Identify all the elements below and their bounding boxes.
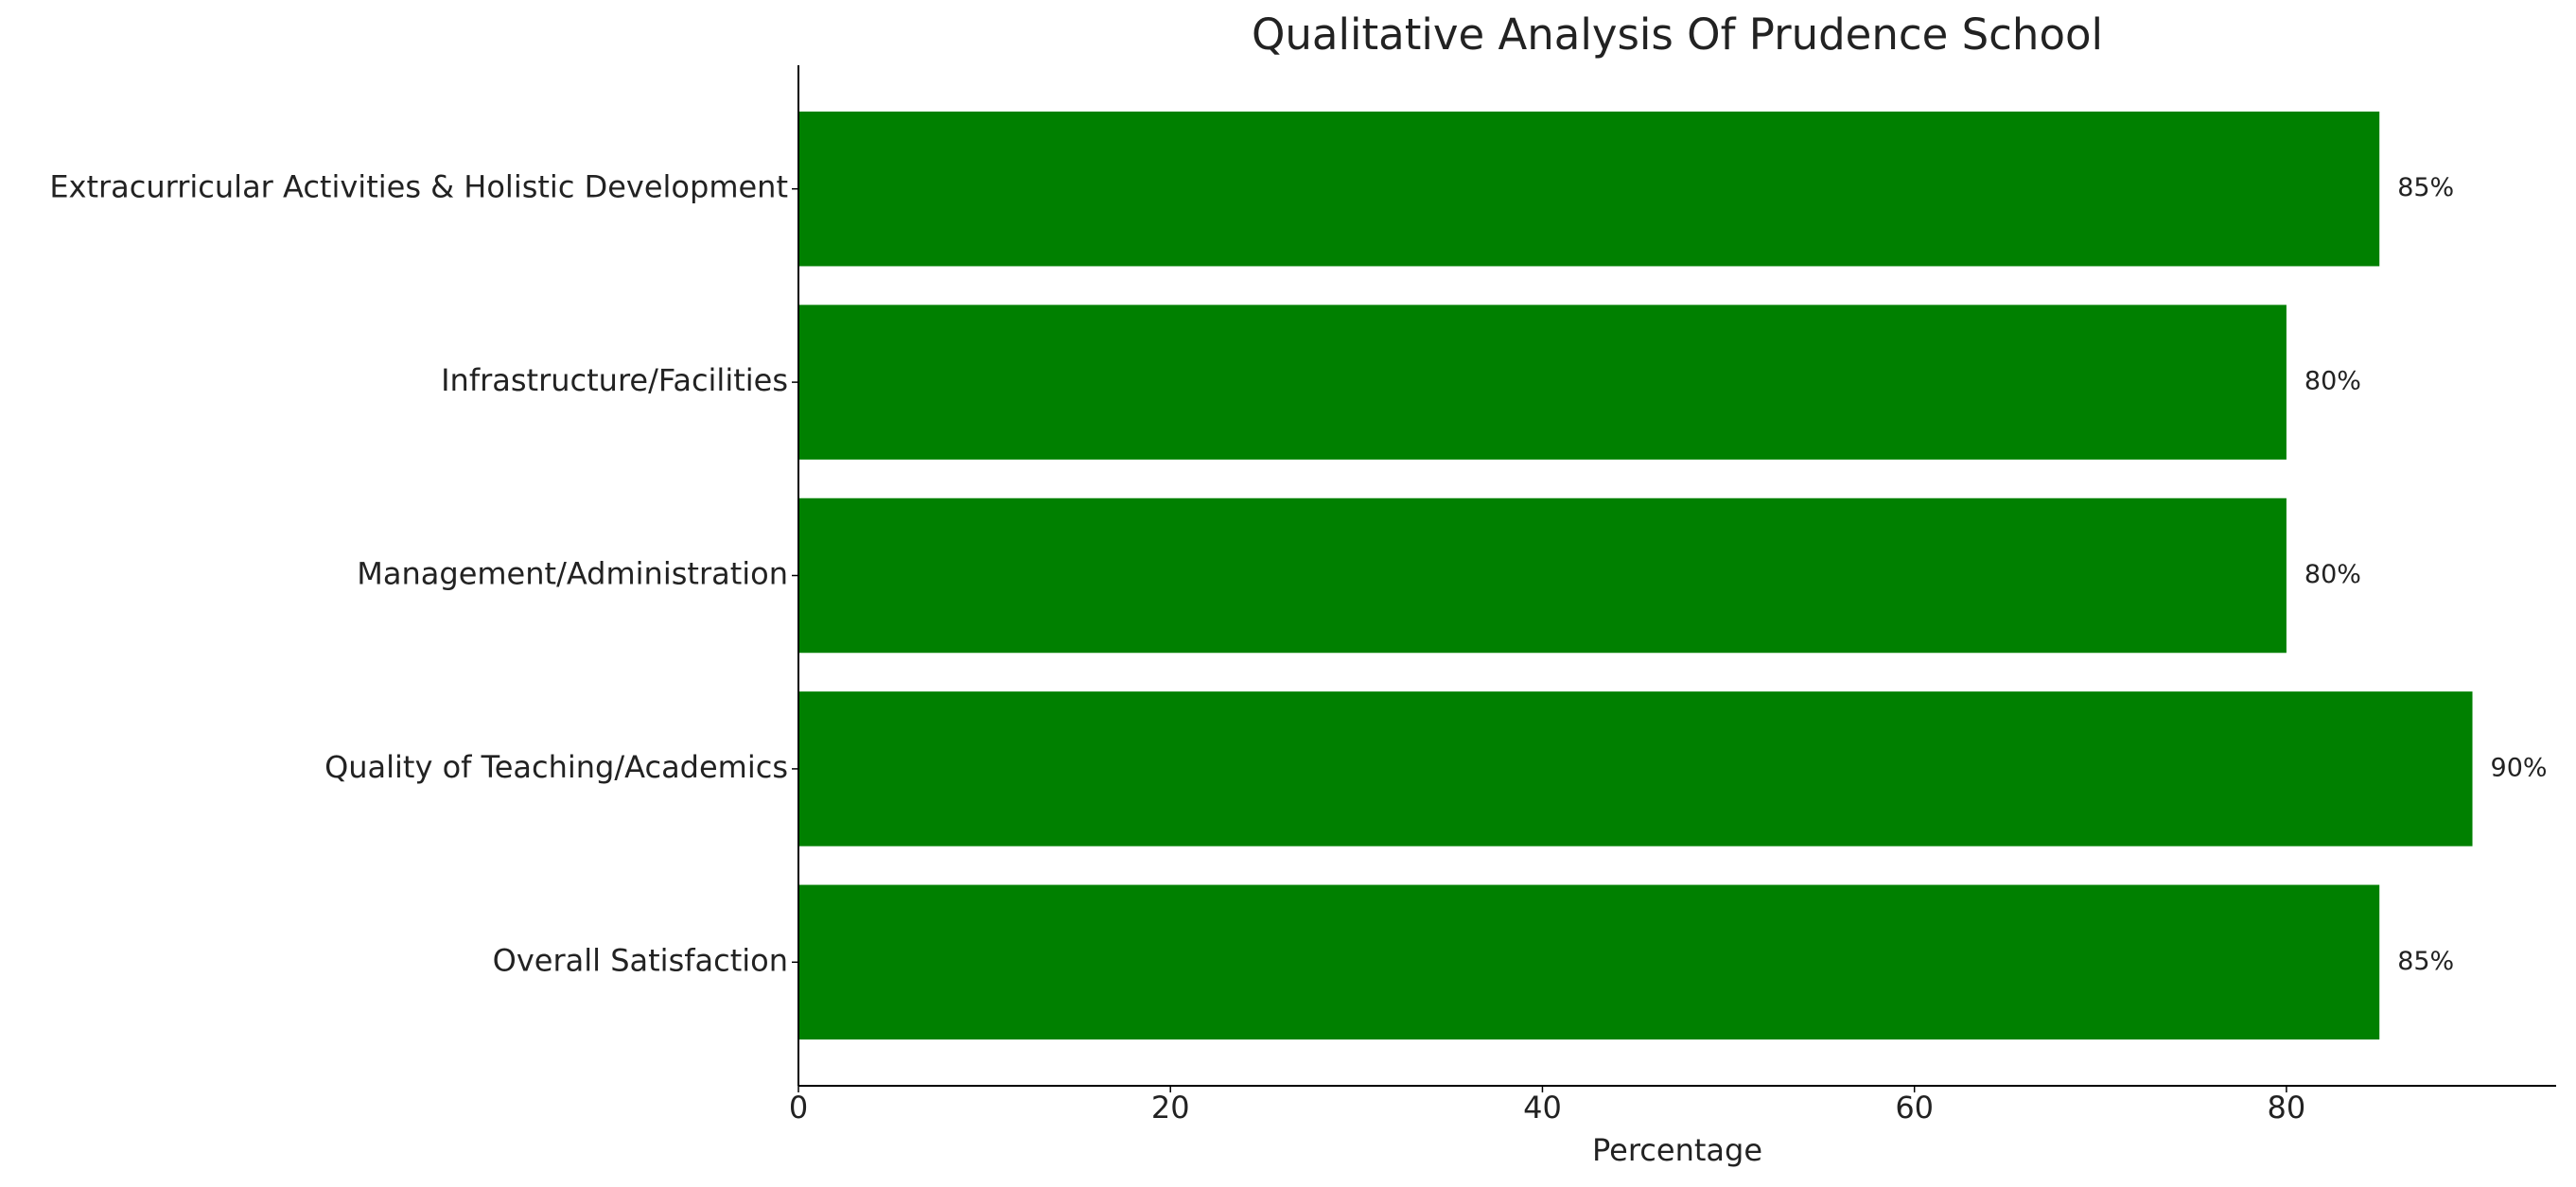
bar [798,691,2473,847]
y-tick-label: Management/Administration [357,556,788,592]
x-tick-label: 80 [2268,1090,2306,1126]
bar [798,497,2287,654]
bar [798,111,2380,267]
chart-title: Qualitative Analysis Of Prudence School [1252,9,2103,60]
x-tick-label: 40 [1523,1090,1562,1126]
x-tick-label: 0 [789,1090,808,1126]
y-tick-label: Quality of Teaching/Academics [324,749,788,785]
value-label: 85% [2397,173,2454,202]
value-label: 85% [2397,947,2454,976]
y-tick-label: Overall Satisfaction [493,942,788,978]
x-axis-label: Percentage [1592,1132,1762,1168]
y-tick-label: Infrastructure/Facilities [441,362,788,398]
x-tick-label: 60 [1895,1090,1934,1126]
y-tick-label: Extracurricular Activities & Holistic De… [49,169,788,205]
bar [798,884,2380,1040]
bar [798,305,2287,460]
value-label: 80% [2304,367,2361,396]
x-tick-label: 20 [1151,1090,1190,1126]
value-label: 80% [2304,560,2361,589]
value-label: 90% [2491,753,2548,782]
